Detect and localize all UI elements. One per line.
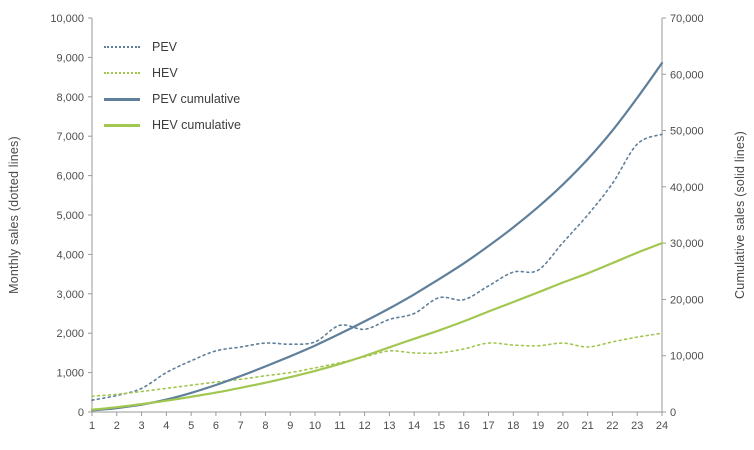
x-tick-label: 18	[507, 420, 519, 432]
x-tick-label: 1	[89, 420, 95, 432]
legend-label-pev: PEV	[152, 40, 178, 54]
right-tick-label: 20,000	[670, 294, 704, 306]
x-tick-label: 5	[188, 420, 194, 432]
left-tick-label: 8,000	[56, 92, 84, 104]
left-tick-label: 9,000	[56, 52, 84, 64]
legend-item-hev-cumulative: HEV cumulative	[104, 112, 241, 138]
x-tick-label: 24	[656, 420, 668, 432]
legend-label-pev-cumulative: PEV cumulative	[152, 92, 241, 106]
pev-line-sample	[104, 46, 140, 48]
left-axis-title: Monthly sales (dotted lines)	[7, 136, 21, 294]
hev-cumulative-line-sample	[104, 123, 140, 127]
legend-label-hev: HEV	[152, 66, 178, 80]
x-tick-label: 13	[383, 420, 395, 432]
legend-item-pev-cumulative: PEV cumulative	[104, 86, 241, 112]
left-tick-label: 0	[78, 407, 84, 419]
left-tick-label: 6,000	[56, 171, 84, 183]
legend-item-pev: PEV	[104, 34, 241, 60]
x-tick-label: 3	[139, 420, 145, 432]
x-tick-label: 15	[433, 420, 445, 432]
right-tick-label: 50,000	[670, 126, 704, 138]
x-tick-label: 21	[582, 420, 594, 432]
right-axis-title: Cumulative sales (solid lines)	[733, 131, 747, 299]
x-tick-label: 8	[262, 420, 268, 432]
x-tick-label: 17	[482, 420, 494, 432]
hev-line-sample	[104, 72, 140, 74]
series-pev	[91, 133, 663, 401]
right-tick-label: 10,000	[670, 351, 704, 363]
legend-label-hev-cumulative: HEV cumulative	[152, 118, 241, 132]
series-hev-cumulative	[90, 242, 664, 411]
x-tick-label: 12	[358, 420, 370, 432]
x-tick-label: 11	[334, 420, 345, 432]
pev-cumulative-line-sample	[104, 97, 140, 101]
left-tick-label: 2,000	[56, 328, 84, 340]
x-tick-label: 2	[114, 420, 120, 432]
right-tick-label: 70,000	[670, 13, 704, 25]
x-tick-label: 10	[309, 420, 321, 432]
left-tick-label: 4,000	[56, 249, 84, 261]
x-tick-label: 16	[458, 420, 470, 432]
x-tick-label: 4	[163, 420, 169, 432]
x-tick-label: 23	[631, 420, 643, 432]
x-tick-label: 20	[557, 420, 569, 432]
left-tick-label: 10,000	[50, 13, 84, 25]
legend: PEV HEV PEV cumulative HEV cumulative	[104, 34, 241, 138]
x-tick-label: 19	[532, 420, 544, 432]
left-tick-label: 7,000	[56, 131, 84, 143]
right-tick-label: 30,000	[670, 238, 704, 250]
left-tick-label: 1,000	[56, 368, 84, 380]
x-tick-label: 14	[408, 420, 420, 432]
right-tick-label: 40,000	[670, 182, 704, 194]
x-tick-label: 9	[287, 420, 293, 432]
x-tick-label: 7	[238, 420, 244, 432]
series-hev	[91, 332, 663, 397]
right-tick-label: 0	[670, 407, 676, 419]
right-tick-label: 60,000	[670, 69, 704, 81]
x-tick-label: 6	[213, 420, 219, 432]
left-tick-label: 5,000	[56, 210, 84, 222]
legend-item-hev: HEV	[104, 60, 241, 86]
series-pev-cumulative	[90, 61, 664, 412]
left-tick-label: 3,000	[56, 289, 84, 301]
x-tick-label: 22	[606, 420, 618, 432]
